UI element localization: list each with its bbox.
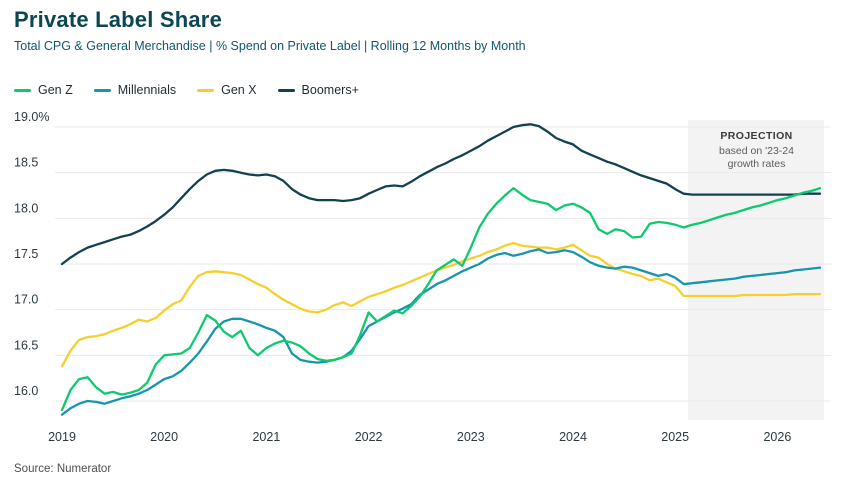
y-axis-tick-label: 18.5 [14,156,38,170]
x-axis-tick-label: 2019 [48,430,76,444]
y-axis-tick-label: 16.0 [14,384,38,398]
legend-swatch [14,88,31,92]
series-line-millennials [60,248,822,416]
series-line-boomers- [60,123,822,266]
source-note: Source: Numerator [14,463,112,475]
chart-subtitle: Total CPG & General Merchandise | % Spen… [14,39,526,53]
x-axis-tick-label: 2026 [763,430,791,444]
chart-legend: Gen Z Millennials Gen X Boomers+ [14,83,359,97]
legend-item-gen-x: Gen X [197,83,257,97]
projection-subtitle-line2: growth rates [727,158,786,170]
y-axis-tick-label: 19.0% [14,110,49,124]
projection-title: PROJECTION [720,130,793,142]
page-title: Private Label Share [14,7,223,32]
legend-label: Millennials [117,83,177,97]
y-axis-tick-label: 16.5 [14,338,38,352]
y-axis-tick-label: 17.5 [14,247,38,261]
y-axis-tick-label: 17.0 [14,293,38,307]
x-axis-tick-label: 2025 [661,430,689,444]
legend-item-millennials: Millennials [93,83,177,97]
x-axis-tick-label: 2020 [150,430,178,444]
legend-swatch [197,88,215,92]
projection-subtitle-line1: based on '23-24 [719,145,794,157]
legend-item-boomers-: Boomers+ [277,83,359,97]
legend-label: Gen Z [38,83,73,97]
x-axis-tick-label: 2021 [252,430,280,444]
x-axis-tick-label: 2023 [457,430,485,444]
legend-swatch [277,88,295,92]
x-axis-tick-label: 2024 [559,430,587,444]
y-axis-tick-label: 18.0 [14,201,38,215]
legend-label: Gen X [221,83,257,97]
legend-swatch [93,88,111,92]
legend-label: Boomers+ [301,83,359,97]
projection-annotation: PROJECTION based on '23-24 growth rates [689,130,824,171]
series-line-gen-z [60,187,822,412]
x-axis-tick-label: 2022 [355,430,383,444]
legend-item-gen-z: Gen Z [14,83,73,97]
